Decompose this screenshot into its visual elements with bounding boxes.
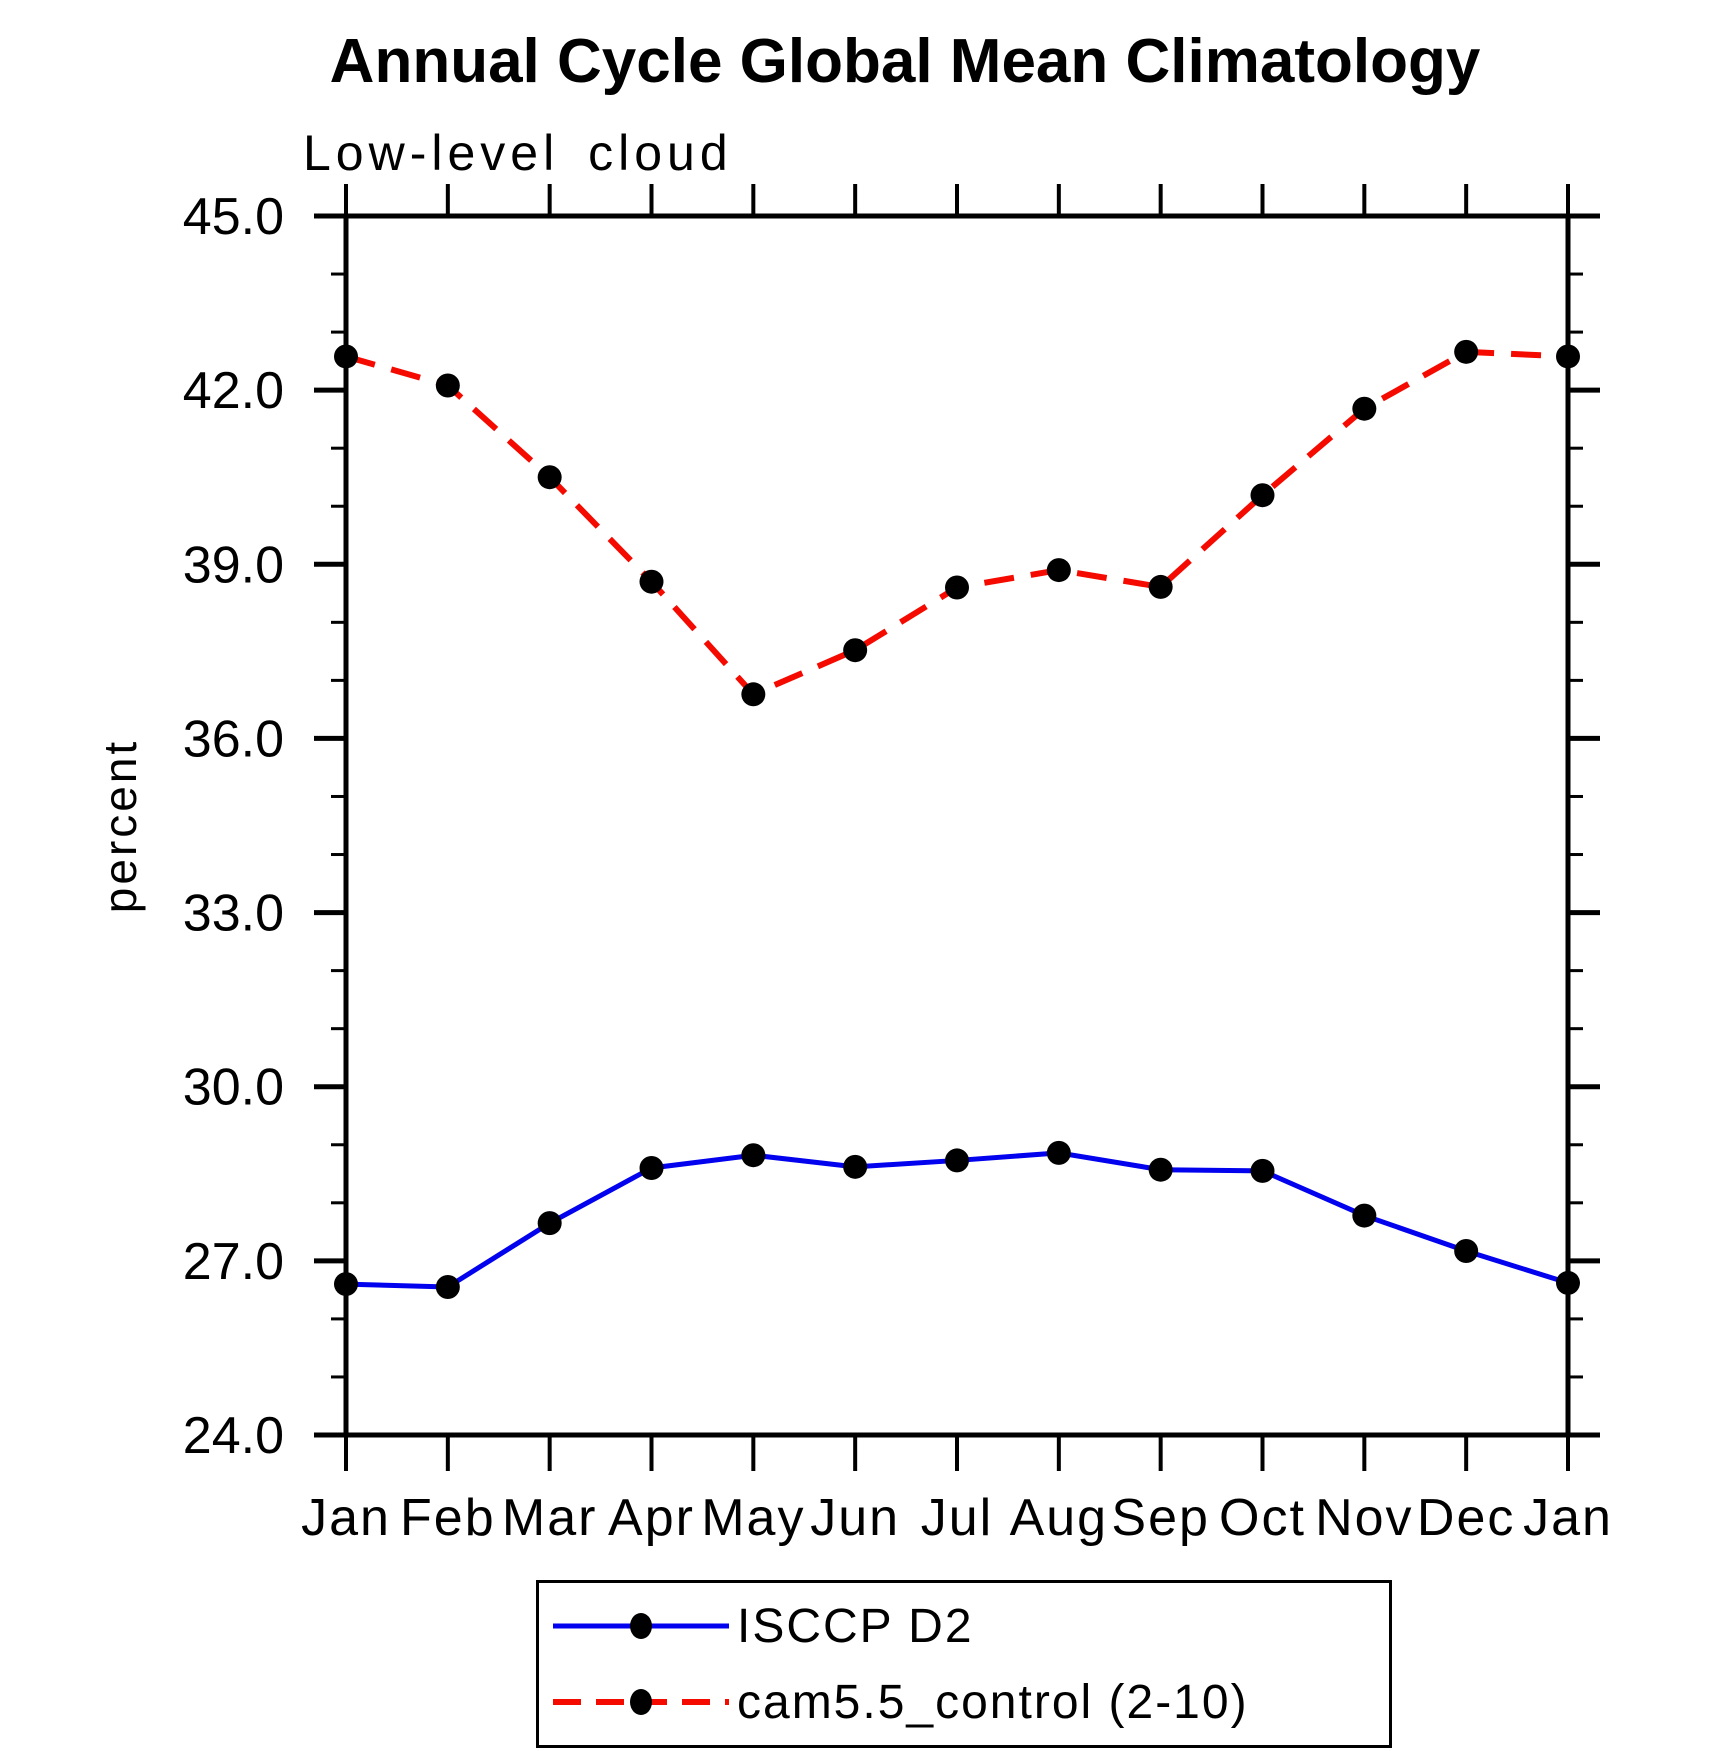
data-point-isccp-d2 xyxy=(1046,1140,1071,1165)
data-point-isccp-d2 xyxy=(639,1155,664,1180)
legend-row-isccp-d2: ISCCP D2 xyxy=(539,1588,1389,1664)
legend-line-sample-dashed xyxy=(553,1689,729,1715)
y-axis-tick-label: 24.0 xyxy=(183,1407,284,1465)
data-point-isccp-d2 xyxy=(1148,1157,1173,1182)
data-point-cam5-5-control-2-10 xyxy=(1454,339,1479,364)
y-axis-tick-label: 27.0 xyxy=(183,1233,284,1291)
y-axis-tick-label: 39.0 xyxy=(183,536,284,594)
series-line-cam5-5-control-2-10 xyxy=(345,348,1569,698)
data-point-cam5-5-control-2-10 xyxy=(537,465,562,490)
y-axis-tick-label: 36.0 xyxy=(183,710,284,768)
data-point-isccp-d2 xyxy=(1454,1238,1479,1263)
x-axis-month-label: Feb xyxy=(400,1489,496,1547)
x-axis-month-label: Jan xyxy=(1523,1489,1613,1547)
x-axis-month-label: Dec xyxy=(1417,1489,1515,1547)
y-axis-tick-label: 45.0 xyxy=(183,188,284,246)
y-axis-tick-label: 42.0 xyxy=(183,362,284,420)
chart-subtitle: Low-level cloud xyxy=(303,125,733,181)
data-point-isccp-d2 xyxy=(1250,1158,1275,1183)
chart-title: Annual Cycle Global Mean Climatology xyxy=(329,27,1481,96)
legend-box: ISCCP D2 cam5.5_control (2-10) xyxy=(536,1580,1392,1748)
data-point-cam5-5-control-2-10 xyxy=(1352,396,1377,421)
data-point-cam5-5-control-2-10 xyxy=(843,638,868,663)
data-point-isccp-d2 xyxy=(537,1211,562,1236)
x-axis-month-label: Mar xyxy=(502,1489,598,1547)
x-axis-month-label: May xyxy=(701,1489,805,1547)
data-point-cam5-5-control-2-10 xyxy=(741,682,766,707)
data-point-isccp-d2 xyxy=(334,1272,358,1297)
data-point-cam5-5-control-2-10 xyxy=(435,373,460,398)
y-axis-tick-label: 33.0 xyxy=(183,885,284,943)
x-axis-month-label: Nov xyxy=(1315,1489,1413,1547)
data-point-cam5-5-control-2-10 xyxy=(1046,558,1071,583)
data-point-isccp-d2 xyxy=(1352,1203,1377,1228)
legend-label: cam5.5_control (2-10) xyxy=(737,1675,1249,1729)
data-point-isccp-d2 xyxy=(741,1143,766,1168)
legend-line-sample-solid xyxy=(553,1613,729,1639)
x-axis-month-label: Apr xyxy=(608,1489,695,1547)
data-point-isccp-d2 xyxy=(843,1154,868,1179)
x-axis-month-label: Sep xyxy=(1111,1489,1210,1547)
data-point-isccp-d2 xyxy=(945,1148,969,1173)
x-axis-month-label: Oct xyxy=(1219,1489,1306,1547)
data-point-cam5-5-control-2-10 xyxy=(1148,574,1173,599)
series-line-isccp-d2 xyxy=(345,1150,1569,1290)
x-axis-month-label: Jan xyxy=(301,1489,391,1547)
legend-marker-dot xyxy=(630,1689,652,1715)
x-axis-month-label: Jul xyxy=(921,1489,993,1547)
data-point-cam5-5-control-2-10 xyxy=(334,344,358,369)
data-point-isccp-d2 xyxy=(435,1274,460,1299)
data-point-cam5-5-control-2-10 xyxy=(1250,483,1275,508)
data-point-cam5-5-control-2-10 xyxy=(639,569,664,594)
data-point-cam5-5-control-2-10 xyxy=(945,575,969,600)
legend-label: ISCCP D2 xyxy=(737,1599,974,1653)
x-axis-month-label: Jun xyxy=(810,1489,900,1547)
legend-marker-dot xyxy=(630,1613,652,1639)
data-point-cam5-5-control-2-10 xyxy=(1556,344,1580,369)
data-point-isccp-d2 xyxy=(1556,1270,1580,1295)
legend-row-cam55-control: cam5.5_control (2-10) xyxy=(539,1664,1389,1740)
x-axis-month-label: Aug xyxy=(1010,1489,1109,1547)
plot-box xyxy=(343,213,1571,1438)
y-axis-tick-label: 30.0 xyxy=(183,1059,284,1117)
